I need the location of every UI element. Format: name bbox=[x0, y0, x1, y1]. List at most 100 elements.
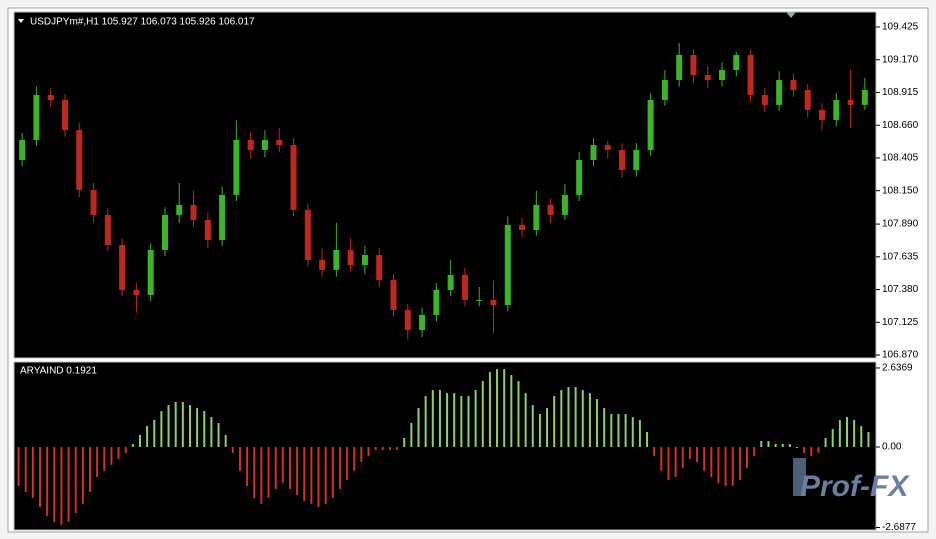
candle-body bbox=[404, 309, 411, 331]
candle-body bbox=[419, 314, 426, 331]
y-tick-label: 107.635 bbox=[882, 251, 919, 262]
candle-body bbox=[490, 299, 497, 305]
histogram-bar bbox=[324, 446, 327, 504]
histogram-bar bbox=[417, 408, 420, 447]
histogram-bar bbox=[838, 420, 841, 447]
histogram-bar bbox=[274, 446, 277, 489]
histogram-bar bbox=[817, 446, 820, 453]
candle-body bbox=[590, 144, 597, 160]
histogram-bar bbox=[53, 446, 56, 522]
histogram-bar bbox=[331, 446, 334, 498]
y-tick-label: 107.890 bbox=[882, 219, 919, 230]
histogram-bar bbox=[574, 387, 577, 447]
histogram-bar bbox=[646, 432, 649, 447]
y-tick-label: -2.6877 bbox=[882, 522, 916, 533]
y-tick-label: 108.915 bbox=[882, 87, 919, 98]
histogram-bar bbox=[281, 446, 284, 483]
histogram-bar bbox=[681, 446, 684, 468]
price-pane bbox=[13, 11, 877, 359]
candle-body bbox=[633, 149, 640, 171]
histogram-bar bbox=[481, 381, 484, 447]
y-tick-label: 107.125 bbox=[882, 317, 919, 328]
histogram-bar bbox=[846, 417, 849, 447]
histogram-bar bbox=[581, 390, 584, 447]
histogram-bar bbox=[717, 446, 720, 483]
histogram-bar bbox=[496, 369, 499, 447]
histogram-bar bbox=[724, 446, 727, 486]
histogram-bar bbox=[17, 446, 20, 486]
candle-body bbox=[476, 299, 483, 301]
histogram-bar bbox=[517, 381, 520, 447]
y-tick-label: 2.6369 bbox=[882, 363, 913, 374]
histogram-bar bbox=[238, 446, 241, 471]
candle-body bbox=[533, 204, 540, 230]
histogram-bar bbox=[360, 446, 363, 462]
candle-body bbox=[519, 224, 526, 230]
histogram-bar bbox=[224, 435, 227, 447]
candle-body bbox=[390, 279, 397, 310]
histogram-bar bbox=[317, 446, 320, 507]
candle-body bbox=[433, 289, 440, 315]
histogram-bar bbox=[710, 446, 713, 477]
histogram-bar bbox=[353, 446, 356, 471]
histogram-bar bbox=[181, 402, 184, 447]
candle-body bbox=[119, 245, 126, 290]
candle-body bbox=[333, 250, 340, 270]
histogram-bar bbox=[231, 446, 234, 453]
candle-body bbox=[19, 139, 26, 160]
candle-body bbox=[847, 100, 854, 105]
histogram-bar bbox=[203, 411, 206, 447]
histogram-bar bbox=[603, 408, 606, 447]
histogram-bar bbox=[196, 408, 199, 447]
histogram-bar bbox=[396, 446, 399, 450]
candle-body bbox=[761, 95, 768, 105]
chart-title: USDJPYm#,H1 105.927 106.073 105.926 106.… bbox=[30, 17, 255, 28]
histogram-bar bbox=[731, 446, 734, 486]
histogram-bar bbox=[160, 411, 163, 447]
menu-triangle bbox=[18, 19, 24, 23]
candle-body bbox=[147, 250, 154, 295]
histogram-bar bbox=[367, 446, 370, 456]
y-tick-label: 109.425 bbox=[882, 22, 919, 33]
histogram-bar bbox=[146, 426, 149, 447]
histogram-bar bbox=[631, 417, 634, 447]
histogram-bar bbox=[438, 390, 441, 447]
histogram-bar bbox=[246, 446, 249, 486]
candle-body bbox=[347, 250, 354, 266]
histogram-bar bbox=[796, 446, 799, 448]
candle-body bbox=[704, 74, 711, 81]
histogram-bar bbox=[267, 446, 270, 498]
candle-body bbox=[33, 95, 40, 140]
watermark: Prof-FX bbox=[800, 470, 910, 503]
histogram-bar bbox=[138, 435, 141, 447]
histogram-bar bbox=[610, 414, 613, 447]
candle-body bbox=[219, 194, 226, 240]
histogram-bar bbox=[617, 414, 620, 447]
candle-body bbox=[747, 54, 754, 96]
candle-body bbox=[576, 159, 583, 195]
histogram-bar bbox=[810, 446, 813, 456]
histogram-bar bbox=[253, 446, 256, 498]
histogram-bar bbox=[388, 446, 391, 450]
histogram-bar bbox=[188, 405, 191, 447]
candle-body bbox=[276, 139, 283, 145]
candle-body bbox=[361, 255, 368, 266]
histogram-bar bbox=[831, 429, 834, 447]
histogram-bar bbox=[460, 396, 463, 447]
candle-body bbox=[204, 219, 211, 240]
candle-body bbox=[733, 54, 740, 70]
candle-body bbox=[447, 274, 454, 290]
candle-body bbox=[804, 90, 811, 110]
histogram-bar bbox=[117, 446, 120, 459]
candle-body bbox=[661, 80, 668, 101]
histogram-bar bbox=[110, 446, 113, 465]
histogram-bar bbox=[446, 393, 449, 447]
y-tick-label: 107.380 bbox=[882, 284, 919, 295]
histogram-bar bbox=[667, 446, 670, 480]
candle-body bbox=[104, 214, 111, 246]
candle-body bbox=[376, 255, 383, 280]
candle-body bbox=[47, 95, 54, 101]
histogram-bar bbox=[788, 443, 791, 447]
y-tick-label: 108.150 bbox=[882, 185, 919, 196]
histogram-bar bbox=[131, 443, 134, 447]
